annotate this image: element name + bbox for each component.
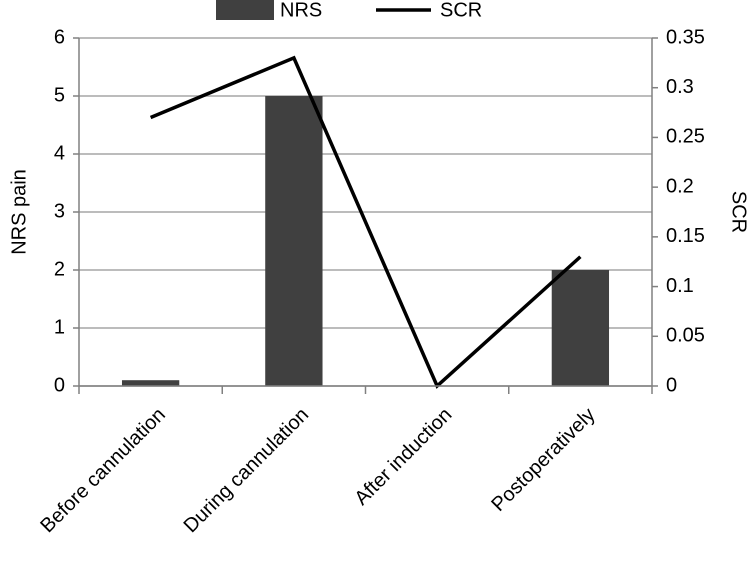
y-tick-label: 3: [54, 200, 65, 222]
bar: [551, 270, 610, 386]
y-tick-label: 2: [54, 258, 65, 280]
y-tick-label: 4: [54, 142, 65, 164]
y2-tick-label: 0.15: [666, 225, 705, 247]
y2-tick-label: 0.3: [666, 76, 694, 98]
y2-tick-label: 0.05: [666, 325, 705, 347]
y-tick-label: 0: [54, 374, 65, 396]
x-tick-label: Before cannulation: [36, 404, 169, 537]
y-tick-label: 6: [54, 26, 65, 48]
y2-tick-label: 0.35: [666, 26, 705, 48]
line: [149, 55, 582, 389]
legend-swatch: [216, 0, 274, 20]
y2-tick-label: 0: [666, 374, 677, 396]
x-tick-label: After induction: [350, 404, 456, 510]
y2-tick-label: 0.25: [666, 126, 705, 148]
y-axis-title: NRS pain: [8, 169, 30, 255]
bar: [121, 380, 180, 386]
bar: [265, 96, 323, 386]
y-tick-label: 1: [54, 316, 65, 338]
x-tick-label: During cannulation: [180, 404, 313, 537]
y-tick-label: 5: [54, 84, 65, 106]
legend-label: SCR: [440, 0, 482, 21]
legend-label: NRS: [280, 0, 322, 21]
x-tick-label: Postoperatively: [487, 404, 599, 516]
y2-tick-label: 0.1: [666, 275, 694, 297]
y2-axis-title: SCR: [728, 191, 750, 233]
y2-tick-label: 0.2: [666, 175, 694, 197]
